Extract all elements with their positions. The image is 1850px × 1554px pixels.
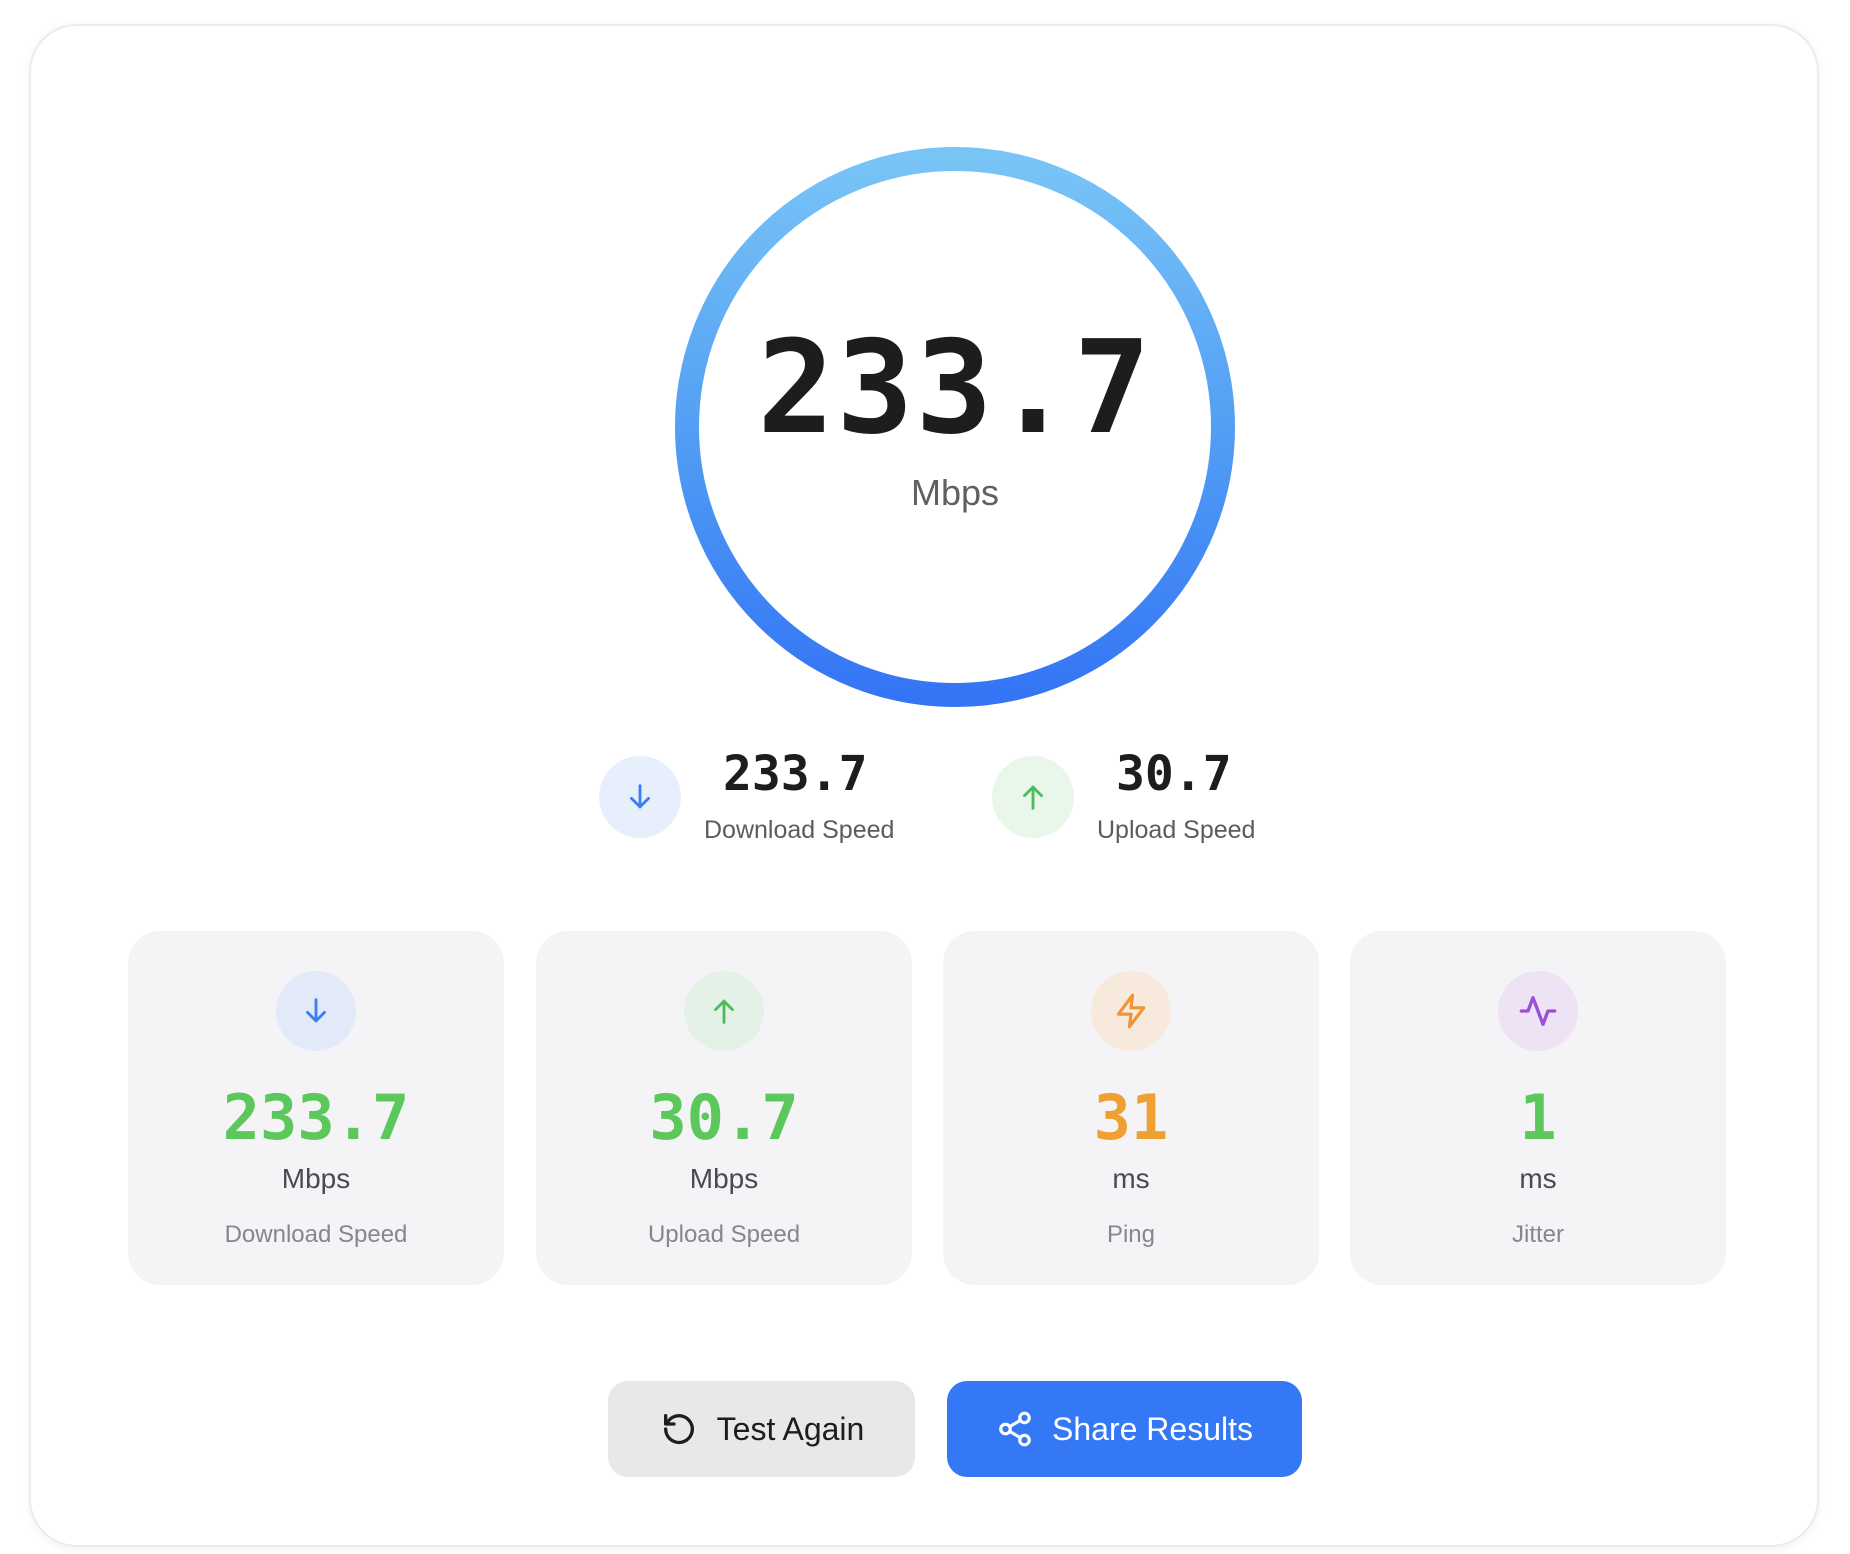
results-card: 233.7 Mbps 233.7 Download Speed 30.7 Upl… — [29, 24, 1819, 1547]
refresh-icon — [659, 1409, 699, 1449]
share-results-button[interactable]: Share Results — [947, 1381, 1302, 1477]
arrow-down-icon — [599, 756, 681, 838]
stat-unit: ms — [1112, 1163, 1150, 1194]
test-again-button[interactable]: Test Again — [608, 1381, 915, 1477]
gauge-value: 233.7 — [757, 314, 1153, 463]
stat-value: 30.7 — [649, 1081, 799, 1154]
stat-tile-jitter: 1 ms Jitter — [1350, 931, 1726, 1285]
speed-gauge: 233.7 Mbps — [675, 147, 1235, 707]
summary-upload-value: 30.7 — [1116, 746, 1232, 802]
share-icon — [996, 1410, 1034, 1448]
summary-download-value: 233.7 — [723, 746, 868, 802]
arrow-down-icon — [276, 971, 356, 1051]
gauge-unit: Mbps — [910, 472, 1000, 513]
stat-label: Jitter — [1511, 1221, 1564, 1248]
share-results-label: Share Results — [1052, 1410, 1253, 1447]
activity-icon — [1498, 971, 1578, 1051]
summary-download-label: Download Speed — [704, 816, 895, 844]
bolt-icon — [1091, 971, 1171, 1051]
stat-label: Ping — [1106, 1221, 1156, 1248]
arrow-up-icon — [684, 971, 764, 1051]
stat-value: 31 — [1093, 1081, 1169, 1154]
arrow-up-icon — [992, 756, 1074, 838]
stat-value: 233.7 — [222, 1081, 410, 1154]
test-again-label: Test Again — [716, 1410, 865, 1447]
stat-unit: Mbps — [281, 1163, 351, 1194]
stat-value: 1 — [1519, 1081, 1557, 1154]
stat-tile-upload: 30.7 Mbps Upload Speed — [536, 931, 912, 1285]
summary-upload-label: Upload Speed — [1097, 816, 1256, 844]
stat-unit: Mbps — [689, 1163, 759, 1194]
stat-unit: ms — [1519, 1163, 1557, 1194]
stat-tile-ping: 31 ms Ping — [943, 931, 1319, 1285]
stat-label: Download Speed — [224, 1221, 408, 1248]
stat-label: Upload Speed — [647, 1221, 801, 1248]
gauge-ring — [675, 147, 1235, 707]
stat-tile-download: 233.7 Mbps Download Speed — [128, 931, 504, 1285]
